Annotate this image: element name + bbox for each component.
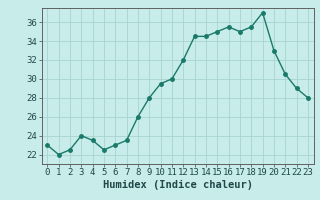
- X-axis label: Humidex (Indice chaleur): Humidex (Indice chaleur): [103, 180, 252, 190]
